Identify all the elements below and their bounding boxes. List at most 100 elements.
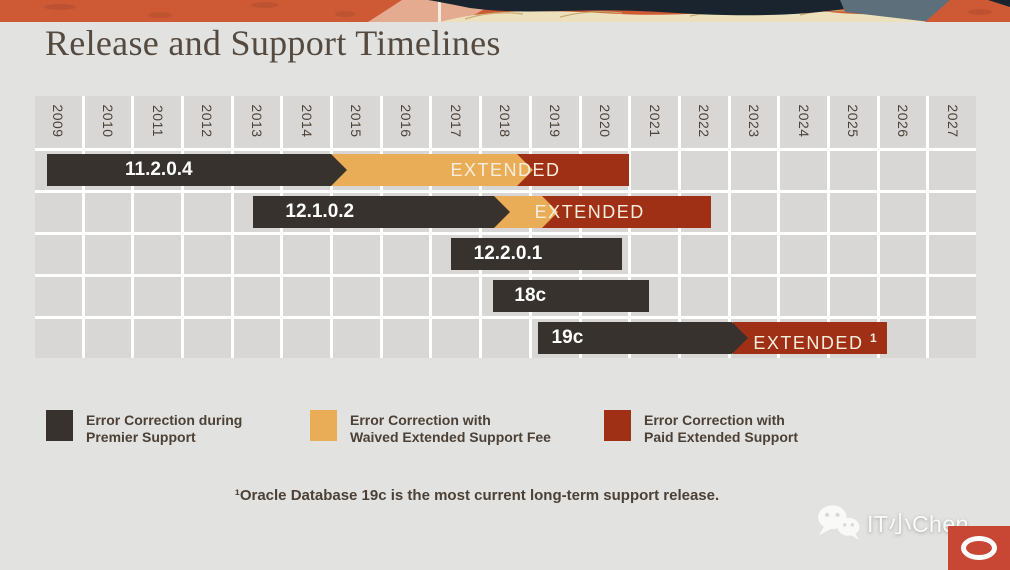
bar-segment-premier [537, 322, 749, 354]
year-column-header: 2022 [680, 96, 728, 148]
grid-cell [382, 319, 430, 358]
legend: Error Correction during Premier Support Er… [0, 410, 1010, 460]
grid-cell [680, 235, 728, 274]
grid-cell [730, 193, 778, 232]
grid-cell [333, 235, 380, 274]
grid-cell [829, 277, 877, 316]
year-column-header: 2016 [382, 96, 430, 148]
grid-cell [84, 319, 132, 358]
year-column-header: 2018 [482, 96, 529, 148]
grid-cell [780, 151, 827, 190]
version-label: 12.1.0.2 [285, 201, 355, 222]
grid-cell [35, 319, 82, 358]
grid-cell [134, 319, 182, 358]
grid-cell [184, 319, 231, 358]
year-column-header: 2015 [333, 96, 380, 148]
grid-cell [432, 319, 480, 358]
grid-cell [730, 235, 778, 274]
grid-cell [233, 235, 281, 274]
grid-cell [333, 319, 380, 358]
year-column-header: 2019 [531, 96, 579, 148]
year-column-header: 2024 [780, 96, 827, 148]
watermark: IT小Chen [816, 503, 969, 541]
grid-cell [184, 193, 231, 232]
grid-cell [631, 151, 678, 190]
grid-cell [84, 235, 132, 274]
legend-label: Error Correction during Premier Support [86, 412, 243, 445]
grid-cell [879, 151, 927, 190]
extended-label: EXTENDED 1 [753, 331, 877, 353]
arrow-tip [331, 154, 347, 186]
arrow-tip [541, 196, 558, 228]
grid-cell [35, 235, 82, 274]
bar-segment-premier [451, 238, 622, 270]
grid-cell [680, 277, 728, 316]
arrow-tip [516, 154, 533, 186]
grid-cell [333, 277, 380, 316]
grid-cell [879, 193, 927, 232]
grid-cell [233, 319, 281, 358]
bar-segment-premier [493, 280, 650, 312]
year-column-header: 2014 [283, 96, 331, 148]
page-title: Release and Support Timelines [45, 23, 501, 63]
footnote: ¹Oracle Database 19c is the most current… [234, 487, 720, 504]
year-column-header: 2021 [631, 96, 678, 148]
grid-cell [184, 235, 231, 274]
bar-segment-premier [47, 154, 347, 186]
version-label: 11.2.0.4 [125, 159, 193, 180]
bar-segment-paid_extended [532, 196, 712, 228]
year-column-header: 2009 [35, 96, 82, 148]
grid-cell [134, 193, 182, 232]
legend-label: Error Correction with Paid Extended Suppo… [644, 412, 799, 445]
legend-item: Error Correction during Premier Support [46, 410, 242, 446]
extended-label: EXTENDED [534, 202, 645, 222]
grid-cell [84, 193, 132, 232]
arrow-tip [732, 322, 749, 354]
arrow-tip [494, 196, 511, 228]
grid-cell [929, 277, 976, 316]
grid-cell [929, 151, 976, 190]
grid-cell [184, 277, 231, 316]
grid-cell [829, 235, 877, 274]
legend-label: Error Correction with Waived Extended Sup… [350, 412, 551, 445]
extended-footnote-marker: 1 [869, 331, 877, 345]
grid-cell [283, 319, 331, 358]
grid-cell [35, 277, 82, 316]
grid-cell [879, 319, 927, 358]
legend-swatch-waived_extended [310, 410, 337, 441]
version-label: 18c [514, 285, 547, 306]
grid-cell [929, 235, 976, 274]
year-column-header: 2020 [581, 96, 629, 148]
wechat-icon [818, 505, 860, 541]
grid-cell [929, 193, 976, 232]
grid-cell [35, 193, 82, 232]
year-column-header: 2026 [879, 96, 927, 148]
grid-cell [780, 235, 827, 274]
year-column-header: 2025 [829, 96, 877, 148]
bar-segment-waived_extended [327, 154, 533, 186]
grid-cell [780, 193, 827, 232]
oracle-logo [948, 526, 1010, 570]
grid-cell [829, 151, 877, 190]
banner-illustration [0, 0, 1010, 22]
oracle-o-icon [961, 536, 997, 560]
bars-layer: 11.2.0.4 EXTENDED 12.1.0.2 EXTENDED 12.2.0.1… [35, 96, 976, 358]
year-column-header: 2010 [84, 96, 132, 148]
grid-cell [631, 235, 678, 274]
grid-cell [432, 277, 480, 316]
grid-cell [829, 193, 877, 232]
banner-art [0, 0, 1010, 22]
legend-swatch-paid_extended [604, 410, 631, 441]
grid-cell [879, 277, 927, 316]
grid-cell [929, 319, 976, 358]
extended-label: EXTENDED [450, 160, 561, 180]
grid-cell [283, 277, 331, 316]
legend-item: Error Correction with Paid Extended Suppo… [604, 410, 798, 446]
year-column-header: 2012 [184, 96, 231, 148]
grid-cell [482, 319, 529, 358]
legend-swatch-premier [46, 410, 73, 441]
grid-cell [780, 277, 827, 316]
year-column-header: 2017 [432, 96, 480, 148]
grid-cell [680, 151, 728, 190]
